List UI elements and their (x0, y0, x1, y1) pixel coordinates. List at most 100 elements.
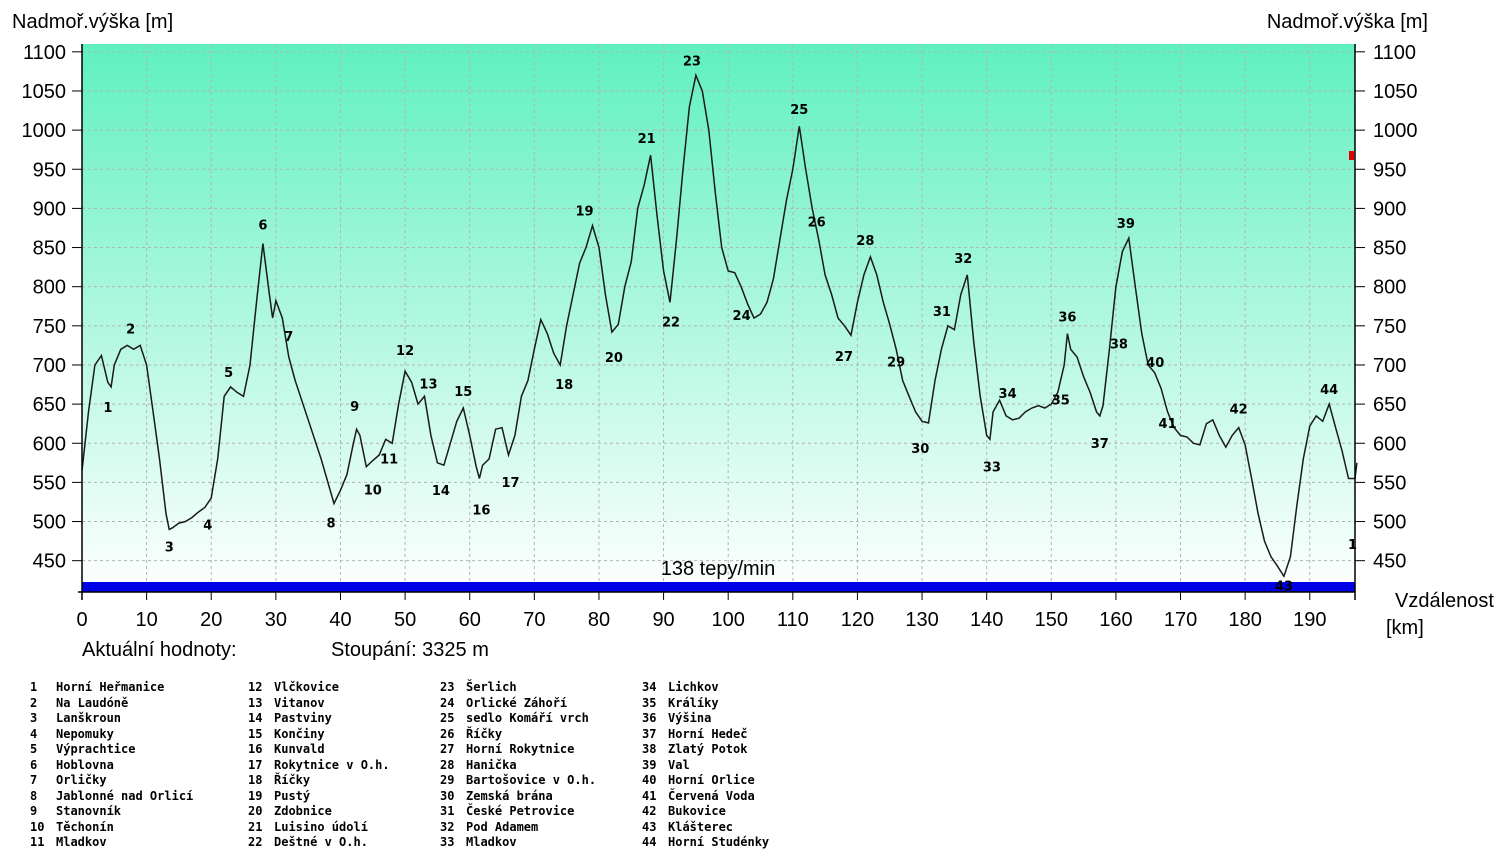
legend-item-name: Vlčkovice (274, 680, 340, 694)
waypoint-number: 6 (258, 219, 267, 234)
legend-item-name: Červená Voda (668, 788, 755, 803)
legend-item-number: 10 (30, 819, 45, 834)
x-tick-label: 10 (135, 609, 157, 631)
legend-item-number: 27 (440, 742, 455, 756)
legend-item-number: 32 (440, 819, 455, 834)
legend-item: 37 Horní Hedeč (642, 727, 769, 743)
y-tick-label-left: 850 (33, 238, 66, 260)
legend-item-name: Nepomuky (56, 726, 114, 741)
y-tick-label-right: 750 (1373, 316, 1406, 338)
y-tick-label-right: 1100 (1373, 42, 1416, 64)
waypoint-number: 9 (350, 400, 359, 415)
waypoint-number: 8 (326, 517, 335, 532)
legend-item-number: 33 (440, 835, 455, 849)
legend-item-name: Výšina (668, 711, 712, 725)
legend-item-name: Na Laudóně (56, 695, 129, 710)
legend-item-number: 3 (30, 711, 38, 725)
waypoint-number: 2 (126, 322, 135, 337)
legend-item-name: Lanškroun (56, 711, 122, 725)
waypoint-number: 4 (203, 518, 212, 533)
heart-rate-bar (82, 582, 1355, 592)
legend-item-number: 14 (248, 711, 263, 725)
y-tick-label-right: 800 (1373, 277, 1406, 299)
waypoint-number: 26 (808, 216, 826, 231)
legend-item: 35 Králíky (642, 696, 769, 712)
legend-item: 40 Horní Orlice (642, 773, 769, 789)
legend-item: 2 Na Laudóně (30, 696, 193, 712)
legend-item: 7 Orličky (30, 773, 193, 789)
legend-item-number: 13 (248, 695, 263, 710)
legend-item: 23 Šerlich (440, 680, 596, 696)
legend-item: 30 Zemská brána (440, 789, 596, 805)
legend-item-name: Rokytnice v O.h. (274, 757, 390, 772)
legend-item-number: 18 (248, 773, 263, 787)
x-axis-label: Vzdálenost (1395, 590, 1494, 612)
y-tick-label-left: 1100 (23, 42, 66, 64)
waypoint-number: 34 (999, 387, 1017, 402)
legend-item-number: 39 (642, 757, 657, 772)
x-tick-label: 40 (329, 609, 351, 631)
legend-item-name: Deštné v O.h. (274, 835, 368, 849)
legend-item: 6 Hoblovna (30, 758, 193, 774)
legend-item: 29 Bartošovice v O.h. (440, 773, 596, 789)
legend-item-number: 35 (642, 695, 657, 710)
legend-item-name: Klášterec (668, 819, 734, 834)
legend-item: 28 Hanička (440, 758, 596, 774)
y-tick-label-left: 600 (33, 433, 66, 455)
legend-item-name: Horní Heřmanice (56, 680, 165, 694)
legend-item-number: 44 (642, 835, 657, 849)
x-tick-label: 70 (523, 609, 545, 631)
legend-item: 44 Horní Studénky (642, 835, 769, 851)
x-tick-label: 90 (652, 609, 674, 631)
legend-item-name: Orličky (56, 773, 107, 787)
legend-item-number: 11 (30, 835, 45, 849)
waypoint-number: 31 (933, 305, 951, 320)
legend-item: 42 Bukovice (642, 804, 769, 820)
y-tick-label-left: 800 (33, 277, 66, 299)
x-tick-label: 130 (905, 609, 938, 631)
y-axis-label-right: Nadmoř.výška [m] (1267, 11, 1428, 33)
legend-item-name: Vitanov (274, 695, 325, 710)
legend-item-name: Mladkov (56, 835, 107, 849)
legend-item-name: Lichkov (668, 680, 719, 694)
legend-item-name: Kunvald (274, 742, 325, 756)
legend-item: 38 Zlatý Potok (642, 742, 769, 758)
x-tick-labels: 0 10 20 30 40 50 60 70 80 90 100 110 120 130 140 150 160… (76, 609, 1326, 631)
legend-item-number: 43 (642, 819, 657, 834)
waypoint-number: 5 (224, 366, 233, 381)
legend-item-name: Luisino údolí (274, 819, 368, 834)
x-tick-label: 120 (841, 609, 874, 631)
legend-item-name: Králíky (668, 695, 719, 710)
waypoint-number: 44 (1320, 383, 1338, 398)
legend-item-number: 26 (440, 726, 455, 741)
legend-item-name: Šerlich (466, 680, 517, 694)
elevation-profile-line (81, 72, 1358, 579)
waypoint-number: 29 (887, 355, 905, 370)
legend-item: 43 Klášterec (642, 820, 769, 836)
legend-item: 34 Lichkov (642, 680, 769, 696)
waypoint-number: 37 (1091, 437, 1109, 452)
waypoint-number: 17 (501, 476, 519, 491)
waypoint-number: 25 (790, 103, 808, 118)
legend-item-name: Pastviny (274, 711, 332, 725)
legend-item-name: Říčky (274, 773, 311, 787)
legend-item: 31 České Petrovice (440, 804, 596, 820)
y-axis-label-left: Nadmoř.výška [m] (12, 11, 173, 33)
y-tick-label-left: 950 (33, 159, 66, 181)
legend-item-number: 19 (248, 788, 263, 803)
legend-item-number: 1 (30, 680, 38, 694)
legend-item: 4 Nepomuky (30, 727, 193, 743)
legend-column: 12 Vlčkovice 13 Vitanov 14 Pastviny 15 Končiny 1… (248, 680, 390, 851)
legend-column: 23 Šerlich 24 Orlické Záhoří 25 sedlo Komáří … (440, 680, 596, 851)
y-tick-label-right: 1050 (1373, 81, 1418, 103)
legend-item: 1 Horní Heřmanice (30, 680, 193, 696)
x-tick-label: 50 (394, 609, 416, 631)
waypoint-labels: 1234567891011121314151617181920212223242… (103, 54, 1338, 594)
waypoint-number: 12 (396, 344, 414, 359)
legend-item-number: 21 (248, 819, 263, 834)
waypoint-number: 11 (380, 452, 398, 467)
y-tick-label-right: 1000 (1373, 120, 1418, 142)
waypoint-number: 36 (1058, 311, 1076, 326)
x-tick-label: 110 (777, 609, 809, 631)
